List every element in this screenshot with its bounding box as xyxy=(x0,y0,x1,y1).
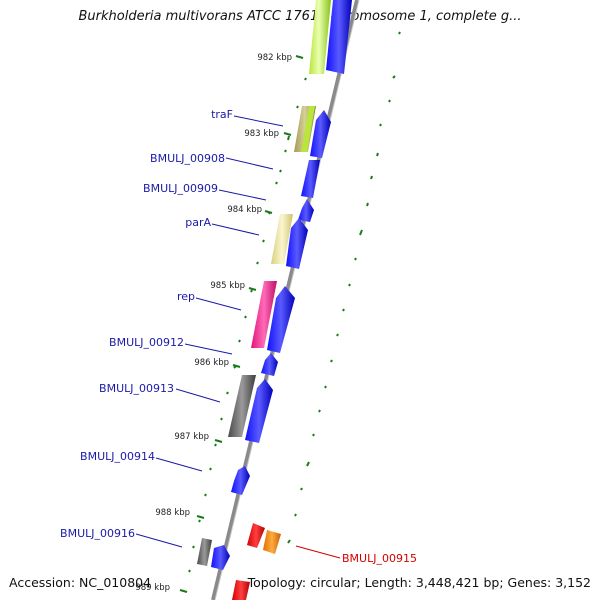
feature-block xyxy=(232,580,250,600)
gene-label-bmulj-00913: BMULJ_00913 xyxy=(99,382,174,395)
cds-arrow xyxy=(286,218,308,269)
gene-label-bmulj-00914: BMULJ_00914 xyxy=(80,450,155,463)
feature-block xyxy=(263,530,281,554)
cds-arrow xyxy=(310,110,331,158)
cds-arrow xyxy=(261,353,278,376)
cds-track xyxy=(211,0,352,570)
gene-label-bmulj-00915: BMULJ_00915 xyxy=(342,552,417,565)
label-leaders xyxy=(135,115,341,559)
kbp-labels: 982 kbp 983 kbp 984 kbp 985 kbp 986 kbp … xyxy=(135,53,292,593)
feature-block xyxy=(247,523,265,548)
kbp-label: 987 kbp xyxy=(174,432,209,442)
topology-summary: Topology: circular; Length: 3,448,421 bp… xyxy=(247,575,591,590)
feature-block xyxy=(228,375,256,437)
gene-label-bmulj-00912: BMULJ_00912 xyxy=(109,336,184,349)
cds-arrow xyxy=(211,545,230,570)
cds-arrow xyxy=(326,0,352,74)
gc-content-track xyxy=(287,31,401,544)
cds-arrow xyxy=(298,199,314,222)
feature-block xyxy=(301,106,315,152)
kbp-label: 985 kbp xyxy=(210,281,245,291)
feature-block xyxy=(197,538,212,566)
gene-label-traF: traF xyxy=(211,108,233,121)
cds-arrow xyxy=(245,379,273,443)
feature-block xyxy=(271,214,293,264)
feature-block xyxy=(309,0,331,74)
gene-label-bmulj-00909: BMULJ_00909 xyxy=(143,182,218,195)
gene-labels: traF BMULJ_00908 BMULJ_00909 parA rep BM… xyxy=(60,108,417,565)
accession-text: Accession: NC_010804 xyxy=(9,575,152,590)
map-title: Burkholderia multivorans ATCC 17616 chro… xyxy=(78,9,522,24)
feature-block xyxy=(251,281,277,348)
cds-arrow xyxy=(301,160,320,198)
kbp-label: 982 kbp xyxy=(257,53,292,63)
kbp-label: 988 kbp xyxy=(155,508,190,518)
gene-label-bmulj-00916: BMULJ_00916 xyxy=(60,527,135,540)
cog-feature-track xyxy=(197,0,331,600)
kbp-label: 984 kbp xyxy=(227,205,262,215)
skew-track xyxy=(188,77,307,573)
kbp-tick-marks xyxy=(179,55,304,593)
gene-label-parA: parA xyxy=(185,216,211,229)
cds-arrow xyxy=(267,286,295,353)
cds-arrow xyxy=(231,466,250,495)
gene-label-rep: rep xyxy=(177,290,195,303)
kbp-label: 989 kbp xyxy=(135,583,170,593)
kbp-label: 986 kbp xyxy=(194,358,229,368)
kbp-label: 983 kbp xyxy=(244,129,279,139)
gene-label-bmulj-00908: BMULJ_00908 xyxy=(150,152,225,165)
